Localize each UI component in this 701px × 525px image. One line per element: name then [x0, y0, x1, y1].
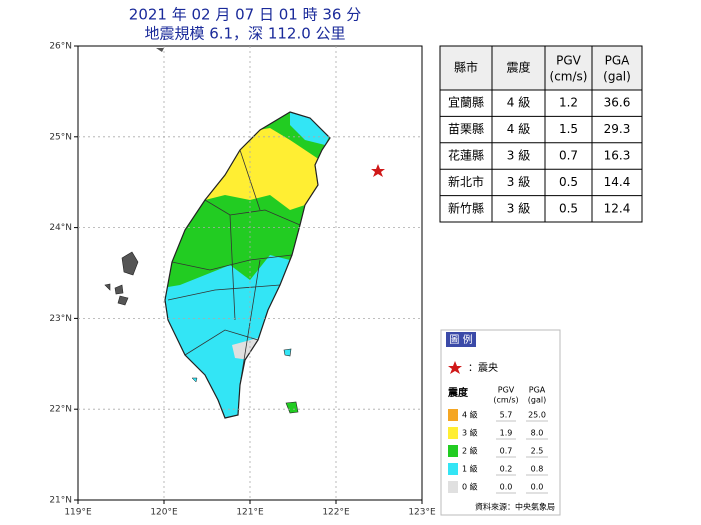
legend-level: 3 級	[462, 428, 478, 438]
legend-pgv: 0.7	[500, 447, 513, 456]
legend-pga: 0.8	[531, 465, 544, 474]
legend-star	[448, 361, 462, 374]
column-header: 震度	[506, 60, 530, 75]
lat-label: 21°N	[49, 496, 72, 506]
lat-label: 23°N	[49, 314, 72, 324]
table-cell: 4 級	[507, 122, 530, 136]
lat-label: 24°N	[49, 223, 72, 233]
column-unit: (gal)	[603, 70, 631, 84]
table-cell: 3 級	[507, 175, 530, 189]
liuqiu	[191, 377, 198, 383]
table-border	[439, 45, 643, 223]
orchid-island	[285, 401, 299, 414]
legend-source: 資料來源：中央氣象局	[475, 502, 555, 512]
table-cell: 新竹縣	[448, 200, 484, 215]
legend-swatch	[448, 427, 458, 439]
legend-epicenter: ：震央	[468, 361, 498, 374]
legend-title: 圖 例	[449, 333, 472, 346]
lon-label: 119°E	[64, 508, 92, 518]
column-header: PGV	[556, 54, 582, 68]
column-header: PGA	[605, 54, 631, 68]
legend-level: 4 級	[462, 410, 478, 420]
legend-pga-header: PGA	[529, 386, 546, 395]
legend-pgv: 1.9	[500, 429, 513, 438]
lat-label: 22°N	[49, 405, 72, 415]
table-cell: 苗栗縣	[448, 122, 484, 136]
legend-pgv: 5.7	[500, 411, 513, 420]
table-cell: 36.6	[604, 96, 631, 110]
lon-label: 123°E	[408, 508, 436, 518]
legend-box	[440, 329, 561, 516]
legend-swatch	[448, 463, 458, 475]
legend-level-header: 震度	[448, 386, 469, 399]
legend-pga: 0.0	[531, 483, 544, 492]
table-cell: 花蓮縣	[448, 148, 484, 163]
lat-label: 25°N	[49, 132, 72, 142]
lon-label: 120°E	[150, 508, 178, 518]
legend-level: 1 級	[462, 464, 478, 474]
table-cell: 4 級	[507, 96, 530, 110]
legend-pga-unit: (gal)	[528, 396, 546, 405]
penghu	[104, 251, 139, 306]
column-header: 縣市	[454, 60, 478, 75]
table-cell: 1.2	[559, 96, 578, 110]
legend-level: 0 級	[462, 482, 478, 492]
legend-pgv-header: PGV	[498, 386, 515, 395]
lon-label: 121°E	[236, 508, 264, 518]
legend-pgv-unit: (cm/s)	[493, 396, 518, 405]
legend-swatch	[448, 445, 458, 457]
legend-swatch	[448, 409, 458, 421]
legend-pga: 25.0	[528, 411, 546, 420]
title: 2021 年 02 月 07 日 01 時 36 分	[129, 6, 361, 24]
epicenter-star	[371, 164, 385, 177]
intensity-table: 縣市 震度 PGV (cm/s) PGA (gal) 宜蘭縣 4 級 1.2 36.6 苗栗縣 4 級…	[439, 45, 643, 223]
legend-title-bg	[446, 332, 476, 347]
table-cell: 12.4	[604, 201, 631, 215]
matsu	[156, 48, 164, 52]
table-cell: 29.3	[604, 122, 631, 136]
legend-swatch	[448, 481, 458, 493]
legend-pgv: 0.2	[500, 465, 513, 474]
table-cell: 14.4	[604, 175, 631, 189]
table-cell: 0.5	[559, 175, 578, 189]
legend-pga: 2.5	[531, 447, 544, 456]
table-cell: 0.5	[559, 201, 578, 215]
table-cell: 16.3	[604, 149, 631, 163]
legend: 圖 例 ：震央 震度 PGV (cm/s) PGA (gal) 資料來源：中央氣…	[440, 329, 561, 516]
table-cell: 宜蘭縣	[448, 95, 484, 110]
legend-pgv: 0.0	[500, 483, 513, 492]
map: 26°N 25°N 24°N 23°N 22°N 21°N 119°E 120°E 121°E 1…	[49, 42, 436, 518]
table-cell: 3 級	[507, 201, 530, 215]
table-cell: 1.5	[559, 122, 578, 136]
lon-label: 122°E	[322, 508, 350, 518]
lat-label: 26°N	[49, 42, 72, 52]
green-island	[283, 348, 292, 357]
table-cell: 0.7	[559, 149, 578, 163]
column-unit: (cm/s)	[550, 70, 588, 84]
legend-level: 2 級	[462, 446, 478, 456]
table-cell: 3 級	[507, 149, 530, 163]
coastline	[164, 111, 331, 419]
table-header-bg	[440, 46, 642, 90]
legend-pga: 8.0	[531, 429, 544, 438]
subtitle: 地震規模 6.1，深 112.0 公里	[144, 25, 345, 43]
table-cell: 新北市	[448, 174, 484, 189]
